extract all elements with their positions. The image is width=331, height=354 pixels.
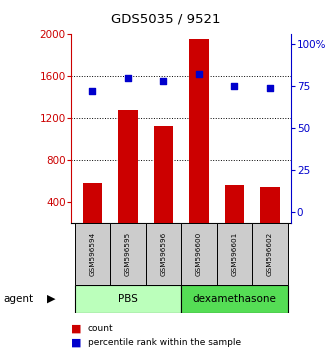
Point [90, 88, 95, 94]
Text: GSM596602: GSM596602 [267, 232, 273, 276]
Text: GSM596594: GSM596594 [89, 232, 95, 276]
Bar [225, 185, 244, 244]
Bar [252, 223, 288, 285]
Text: ■: ■ [71, 338, 82, 348]
Text: GSM596595: GSM596595 [125, 232, 131, 276]
Text: percentile rank within the sample: percentile rank within the sample [88, 338, 241, 347]
Text: agent: agent [3, 294, 33, 304]
Bar [181, 285, 288, 313]
Bar [217, 223, 252, 285]
Bar [75, 223, 110, 285]
Bar [83, 183, 102, 244]
Text: ▶: ▶ [47, 294, 56, 304]
Point [161, 78, 166, 84]
Text: GSM596600: GSM596600 [196, 232, 202, 276]
Bar [110, 223, 146, 285]
Point [125, 75, 131, 81]
Bar [260, 187, 280, 244]
Text: ■: ■ [71, 324, 82, 333]
Point [196, 72, 202, 77]
Point [267, 85, 273, 91]
Text: count: count [88, 324, 113, 333]
Bar [181, 223, 217, 285]
Text: GSM596601: GSM596601 [231, 232, 237, 276]
Bar [146, 223, 181, 285]
Bar [189, 39, 209, 244]
Text: PBS: PBS [118, 294, 138, 304]
Bar [75, 285, 181, 313]
Text: GSM596596: GSM596596 [161, 232, 166, 276]
Text: dexamethasone: dexamethasone [193, 294, 276, 304]
Bar [154, 126, 173, 244]
Point [232, 84, 237, 89]
Text: GDS5035 / 9521: GDS5035 / 9521 [111, 12, 220, 25]
Bar [118, 110, 138, 244]
